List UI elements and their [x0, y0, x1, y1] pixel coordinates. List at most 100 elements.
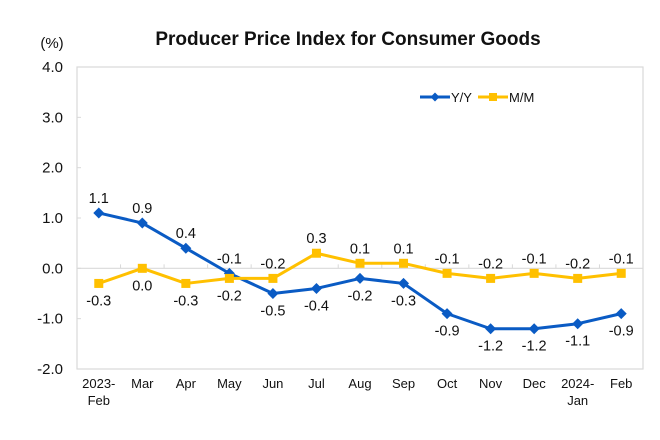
x-tick-label-line: May — [217, 376, 242, 391]
series-m-m — [94, 248, 626, 288]
x-tick-label-line: Nov — [479, 376, 503, 391]
x-tick-label-line: 2023- — [82, 376, 115, 391]
data-point-diamond — [267, 288, 279, 299]
data-label: -0.9 — [435, 324, 460, 340]
data-point-diamond — [441, 308, 453, 320]
x-tick-label-line: Oct — [437, 376, 458, 391]
y-tick-label: -2.0 — [37, 361, 63, 378]
x-tick-label-line: Dec — [523, 376, 547, 391]
data-point-diamond — [572, 318, 584, 330]
data-point-diamond — [310, 282, 322, 294]
x-tick-label: Jun — [262, 376, 283, 391]
y-tick-label: 2.0 — [42, 160, 63, 177]
data-label: -0.2 — [217, 288, 242, 304]
data-label: -0.2 — [478, 256, 503, 272]
data-label: 0.1 — [393, 241, 413, 257]
x-tick-label-line: 2024- — [561, 376, 594, 391]
x-tick-label: 2023- Feb — [82, 376, 115, 408]
data-label: 0.9 — [132, 201, 152, 217]
data-point-square — [442, 268, 452, 278]
x-tick-label: Sep — [392, 376, 415, 391]
data-label: -1.1 — [565, 334, 590, 350]
data-point-diamond — [485, 323, 497, 335]
data-point-square — [137, 263, 147, 273]
x-tick-label-line: Feb — [610, 376, 632, 391]
y-tick-label: 0.0 — [42, 260, 63, 277]
data-label: 0.0 — [132, 278, 152, 294]
data-label: 1.1 — [89, 191, 109, 207]
series-layer — [93, 207, 627, 335]
data-labels: 1.1 0.9 0.4 -0.1 -0.5 -0.4 -0.2 -0.3 -0.9 -1.2 -1.… — [86, 191, 633, 355]
legend-marker-diamond — [430, 92, 440, 102]
data-point-diamond — [136, 217, 148, 229]
x-tick-label: Apr — [176, 376, 197, 391]
data-label: -0.1 — [217, 251, 242, 267]
x-tick-label-line: Feb — [88, 393, 110, 408]
data-point-diamond — [93, 207, 105, 219]
y-axis: 4.0 3.0 2.0 1.0 0.0 -1.0 -2.0 — [37, 59, 81, 378]
data-point-diamond — [354, 272, 366, 284]
data-point-square — [573, 273, 583, 283]
data-point-square — [94, 278, 104, 288]
legend-marker-square — [489, 93, 497, 101]
data-label: -0.2 — [565, 256, 590, 272]
data-point-square — [311, 248, 321, 258]
y-tick-label: 1.0 — [42, 210, 63, 227]
x-tick-label-line: Sep — [392, 376, 415, 391]
x-tick-label: Jul — [308, 376, 325, 391]
data-label: -0.2 — [260, 256, 285, 272]
y-axis-unit-label: (%) — [40, 35, 63, 52]
data-point-diamond — [615, 308, 627, 320]
y-tick-label: -1.0 — [37, 311, 63, 328]
data-label: 0.3 — [306, 231, 326, 247]
x-tick-label: May — [217, 376, 242, 391]
data-point-square — [529, 268, 539, 278]
data-point-square — [224, 273, 234, 283]
x-tick-label-line: Mar — [131, 376, 154, 391]
data-label: -0.1 — [435, 251, 460, 267]
data-point-diamond — [180, 242, 192, 254]
y-tick-label: 4.0 — [42, 59, 63, 76]
data-label: -0.3 — [173, 293, 198, 309]
data-point-square — [486, 273, 496, 283]
data-point-square — [355, 258, 365, 268]
data-point-diamond — [398, 277, 410, 289]
legend-label: Y/Y — [451, 90, 472, 105]
x-tick-label-line: Aug — [348, 376, 371, 391]
data-label: -0.3 — [391, 293, 416, 309]
data-point-square — [268, 273, 278, 283]
data-point-diamond — [528, 323, 540, 335]
legend-label: M/M — [509, 90, 534, 105]
data-label: -0.5 — [260, 304, 285, 320]
x-tick-label-line: Jun — [262, 376, 283, 391]
data-point-square — [181, 278, 191, 288]
plot-area — [76, 66, 644, 370]
legend: Y/Y M/M — [420, 90, 534, 105]
data-point-square — [616, 268, 626, 278]
x-tick-label: Oct — [437, 376, 458, 391]
legend-item-y-y: Y/Y — [420, 90, 472, 105]
data-label: -0.2 — [348, 288, 373, 304]
data-label: -1.2 — [478, 339, 503, 355]
legend-item-m-m: M/M — [478, 90, 534, 105]
x-tick-label-line: Apr — [176, 376, 197, 391]
data-label: 0.4 — [176, 226, 196, 242]
data-label: -0.4 — [304, 298, 329, 314]
x-tick-label: Dec — [523, 376, 547, 391]
data-label: -0.3 — [86, 293, 111, 309]
data-label: -0.9 — [609, 324, 634, 340]
chart-title: Producer Price Index for Consumer Goods — [155, 29, 540, 50]
x-tick-label-line: Jan — [567, 393, 588, 408]
x-axis: 2023- Feb Mar Apr May Jun Jul Aug Sep Oct Nov Dec 20… — [82, 264, 632, 408]
data-point-square — [399, 258, 409, 268]
y-tick-label: 3.0 — [42, 109, 63, 126]
data-label: -1.2 — [522, 339, 547, 355]
x-tick-label: 2024- Jan — [561, 376, 594, 408]
data-label: -0.1 — [522, 251, 547, 267]
data-label: 0.1 — [350, 241, 370, 257]
data-label: -0.1 — [609, 251, 634, 267]
x-tick-label: Mar — [131, 376, 154, 391]
x-tick-label: Aug — [348, 376, 371, 391]
x-tick-label-line: Jul — [308, 376, 325, 391]
